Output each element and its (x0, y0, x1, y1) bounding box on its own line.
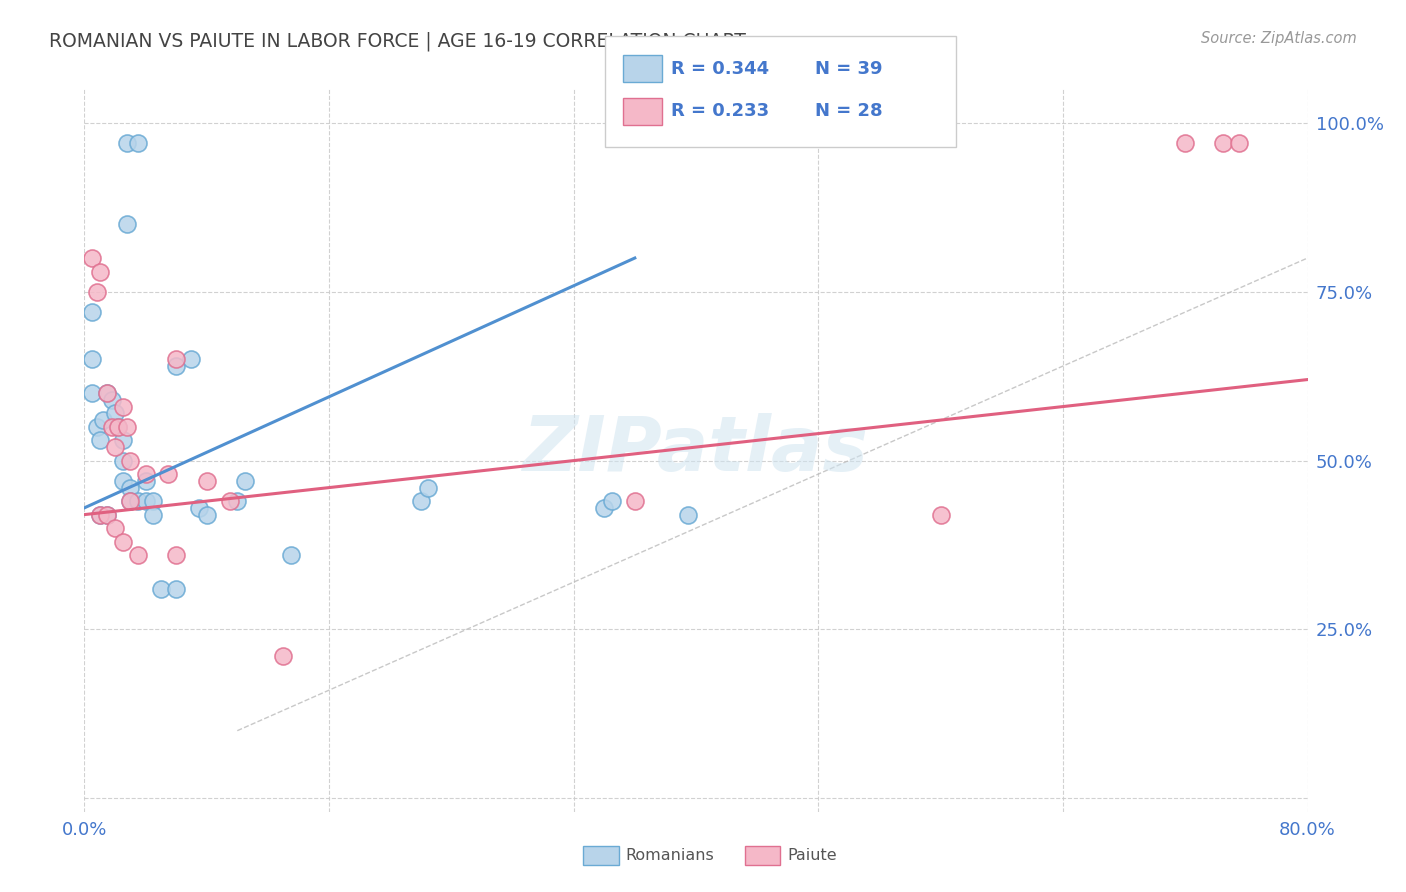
Point (96, 386, 118, 401)
Point (101, 392, 124, 407)
Point (104, 440, 127, 454)
Text: R = 0.344: R = 0.344 (671, 60, 769, 78)
Point (96, 508, 118, 522)
Point (165, 352, 187, 367)
Point (111, 434, 134, 448)
Point (418, 481, 440, 495)
Text: N = 39: N = 39 (815, 60, 883, 78)
Point (111, 534, 134, 549)
Point (80, 305, 103, 319)
Point (86, 420, 108, 434)
Point (195, 474, 218, 488)
Point (89, 508, 111, 522)
Y-axis label: In Labor Force | Age 16-19: In Labor Force | Age 16-19 (0, 341, 8, 560)
Point (120, 494, 142, 508)
Point (593, 500, 616, 515)
Point (165, 548, 187, 562)
Point (115, 136, 138, 151)
Point (226, 494, 249, 508)
Point (120, 453, 142, 467)
Point (142, 508, 165, 522)
Point (107, 420, 129, 434)
Point (80, 386, 103, 401)
Point (91, 413, 114, 427)
Point (135, 467, 157, 481)
Point (107, 420, 129, 434)
Point (409, 494, 432, 508)
Text: R = 0.233: R = 0.233 (671, 103, 769, 120)
Text: Source: ZipAtlas.com: Source: ZipAtlas.com (1201, 31, 1357, 46)
Point (600, 494, 623, 508)
Point (127, 136, 149, 151)
Point (111, 474, 134, 488)
Point (104, 406, 127, 420)
Point (104, 521, 127, 535)
Point (101, 420, 124, 434)
Point (89, 264, 111, 278)
Text: N = 28: N = 28 (815, 103, 883, 120)
Point (180, 352, 202, 367)
Point (929, 508, 952, 522)
Point (127, 494, 149, 508)
Point (135, 474, 157, 488)
Point (678, 508, 700, 522)
Point (165, 359, 187, 373)
Point (195, 508, 218, 522)
Point (80, 251, 103, 265)
Point (218, 494, 240, 508)
Text: ROMANIAN VS PAIUTE IN LABOR FORCE | AGE 16-19 CORRELATION CHART: ROMANIAN VS PAIUTE IN LABOR FORCE | AGE … (49, 31, 747, 51)
Text: Paiute: Paiute (787, 848, 837, 863)
Point (89, 508, 111, 522)
Point (157, 467, 180, 481)
Point (120, 494, 142, 508)
Point (115, 217, 138, 231)
Point (1227, 136, 1250, 151)
Point (165, 582, 187, 596)
Point (96, 386, 118, 401)
Text: ZIPatlas: ZIPatlas (523, 414, 869, 487)
Point (624, 494, 647, 508)
Point (280, 548, 302, 562)
Point (149, 582, 172, 596)
Point (1174, 136, 1197, 151)
Point (86, 285, 108, 299)
Point (127, 548, 149, 562)
Point (142, 494, 165, 508)
Point (96, 508, 118, 522)
Text: Romanians: Romanians (626, 848, 714, 863)
Point (233, 474, 256, 488)
Point (135, 494, 157, 508)
Point (89, 434, 111, 448)
Point (188, 500, 211, 515)
Point (1212, 136, 1234, 151)
Point (111, 400, 134, 414)
Point (271, 649, 294, 664)
Point (111, 453, 134, 467)
Point (80, 352, 103, 367)
Point (120, 481, 142, 495)
Point (115, 420, 138, 434)
